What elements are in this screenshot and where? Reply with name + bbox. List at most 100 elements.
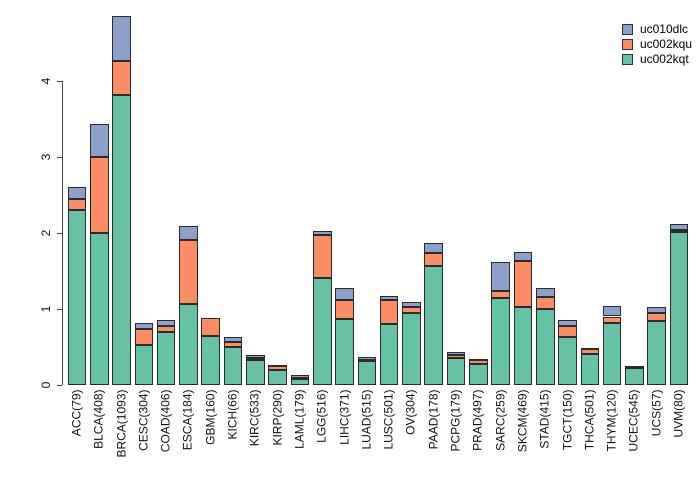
bar-segment-LGG(516)-uc002kqt bbox=[312, 278, 332, 385]
bar-segment-TGCT(150)-uc002kqt bbox=[558, 337, 577, 385]
y-axis-tick bbox=[57, 80, 62, 82]
y-axis-tick bbox=[57, 232, 62, 234]
x-axis-category-label: ACC(79) bbox=[69, 389, 84, 437]
bar-segment-PRAD(497)-uc010dlc bbox=[469, 359, 488, 362]
x-axis-category-label: COAD(406) bbox=[158, 389, 173, 453]
bar-segment-SKCM(469)-uc002kqt bbox=[513, 307, 533, 385]
x-axis-category-label: GBM(160) bbox=[203, 389, 218, 445]
legend: uc010dlc uc002kqu uc002kqt bbox=[621, 22, 692, 67]
bar-segment-OV(304)-uc002kqu bbox=[402, 306, 421, 314]
bar-segment-ESCA(184)-uc002kqt bbox=[179, 304, 198, 385]
x-axis-category-label: PCPG(179) bbox=[448, 389, 463, 452]
bar-segment-BLCA(408)-uc002kqt bbox=[90, 232, 109, 385]
bar-segment-COAD(406)-uc002kqt bbox=[156, 332, 176, 385]
y-axis-tick-label: 3 bbox=[39, 153, 53, 161]
x-axis-category-label: LUSC(501) bbox=[381, 389, 396, 450]
x-axis-category-label: UVM(80) bbox=[671, 389, 686, 438]
bar-segment-STAD(415)-uc010dlc bbox=[535, 287, 555, 297]
bar-segment-PAAD(178)-uc010dlc bbox=[424, 243, 444, 253]
legend-item-uc002kqu: uc002kqu bbox=[621, 37, 692, 51]
bar-segment-BRCA(1093)-uc010dlc bbox=[112, 15, 131, 61]
bar-segment-LAML(179)-uc010dlc bbox=[290, 375, 310, 379]
bar-segment-OV(304)-uc002kqt bbox=[402, 313, 421, 385]
bar-segment-LUSC(501)-uc002kqt bbox=[379, 324, 399, 385]
legend-swatch-icon bbox=[621, 23, 633, 35]
bar-segment-ACC(79)-uc010dlc bbox=[67, 187, 87, 199]
bar-segment-LUAD(515)-uc002kqu bbox=[357, 359, 377, 362]
x-axis-category-label: SKCM(469) bbox=[515, 389, 530, 453]
legend-label: uc002kqt bbox=[639, 52, 689, 66]
y-axis-tick bbox=[57, 385, 62, 386]
bar-segment-UCEC(545)-uc002kqt bbox=[625, 367, 644, 385]
bar-segment-GBM(160)-uc002kqt bbox=[201, 335, 221, 385]
x-axis-category-label: OV(304) bbox=[403, 389, 418, 435]
bar-segment-UVM(80)-uc010dlc bbox=[669, 223, 689, 230]
bar-segment-PCPG(179)-uc010dlc bbox=[446, 352, 466, 356]
bar-segment-STAD(415)-uc002kqu bbox=[535, 296, 555, 309]
bar-segment-SARC(259)-uc010dlc bbox=[491, 262, 510, 291]
x-axis-category-label: THCA(501) bbox=[582, 389, 597, 451]
x-axis-category-label: LUAD(515) bbox=[359, 389, 374, 450]
bar-segment-LGG(516)-uc002kqu bbox=[312, 235, 332, 279]
bar-segment-PCPG(179)-uc002kqu bbox=[446, 355, 466, 359]
x-axis-category-label: PRAD(497) bbox=[470, 389, 485, 451]
legend-label: uc002kqu bbox=[639, 37, 692, 51]
bar-segment-ESCA(184)-uc002kqu bbox=[179, 239, 198, 305]
x-axis-category-label: KIRC(533) bbox=[247, 389, 262, 447]
bar-segment-TGCT(150)-uc002kqu bbox=[558, 325, 577, 338]
y-axis-tick bbox=[57, 308, 62, 310]
x-axis-category-label: SARC(259) bbox=[493, 389, 508, 451]
bar-segment-UVM(80)-uc002kqu bbox=[669, 229, 689, 233]
bar-segment-KICH(66)-uc010dlc bbox=[223, 337, 243, 343]
bar-segment-COAD(406)-uc010dlc bbox=[156, 320, 176, 327]
bar-segment-CESC(304)-uc002kqt bbox=[134, 345, 154, 385]
bar-segment-KIRP(290)-uc002kqt bbox=[268, 369, 287, 385]
bar-segment-SKCM(469)-uc010dlc bbox=[513, 251, 533, 261]
y-axis-tick-label: 0 bbox=[39, 381, 53, 389]
x-axis-category-label: STAD(415) bbox=[537, 389, 552, 449]
bar-segment-BRCA(1093)-uc002kqu bbox=[112, 60, 131, 96]
bar-segment-UVM(80)-uc002kqt bbox=[669, 232, 689, 385]
bar-segment-SKCM(469)-uc002kqu bbox=[513, 260, 533, 308]
x-axis-category-label: PAAD(178) bbox=[426, 389, 441, 450]
x-axis-category-label: KIRP(290) bbox=[270, 389, 285, 446]
bar-segment-UCS(57)-uc002kqt bbox=[647, 321, 666, 385]
x-axis-category-label: THYM(120) bbox=[604, 389, 619, 452]
bar-segment-TGCT(150)-uc010dlc bbox=[558, 319, 577, 326]
bar-segment-LUSC(501)-uc010dlc bbox=[379, 295, 399, 300]
y-axis-tick bbox=[57, 156, 62, 158]
x-axis-category-label: UCS(57) bbox=[649, 389, 664, 437]
bar-segment-LIHC(371)-uc010dlc bbox=[335, 288, 354, 300]
legend-swatch-icon bbox=[621, 53, 633, 65]
y-axis-line bbox=[62, 80, 63, 385]
bar-segment-SARC(259)-uc002kqu bbox=[491, 290, 510, 299]
bar-segment-LUAD(515)-uc002kqt bbox=[357, 361, 377, 385]
legend-swatch-icon bbox=[621, 38, 633, 50]
bar-segment-COAD(406)-uc002kqu bbox=[156, 326, 176, 333]
x-axis-category-label: BLCA(408) bbox=[91, 389, 106, 449]
bar-segment-BLCA(408)-uc010dlc bbox=[90, 123, 109, 157]
x-axis-category-label: LIHC(371) bbox=[337, 389, 352, 445]
bar-segment-LUSC(501)-uc002kqu bbox=[379, 299, 399, 325]
x-axis-category-label: ESCA(184) bbox=[180, 389, 195, 451]
bar-segment-THYM(120)-uc002kqu bbox=[602, 316, 622, 324]
bar-segment-THCA(501)-uc002kqt bbox=[580, 353, 600, 385]
x-axis-category-label: CESC(304) bbox=[136, 389, 151, 451]
x-axis-category-label: KICH(66) bbox=[225, 389, 240, 440]
bar-segment-BLCA(408)-uc002kqu bbox=[90, 156, 109, 233]
bar-segment-LIHC(371)-uc002kqu bbox=[335, 299, 354, 319]
x-axis-category-label: LGG(516) bbox=[314, 389, 329, 443]
bar-segment-BRCA(1093)-uc002kqt bbox=[112, 95, 131, 385]
legend-item-uc002kqt: uc002kqt bbox=[621, 52, 692, 66]
y-axis-tick-label: 4 bbox=[39, 77, 53, 84]
bar-segment-OV(304)-uc010dlc bbox=[402, 302, 421, 307]
x-axis-category-label: BRCA(1093) bbox=[114, 389, 129, 458]
bar-segment-THCA(501)-uc010dlc bbox=[580, 347, 600, 350]
y-axis-tick-label: 2 bbox=[39, 229, 53, 237]
bar-segment-KIRP(290)-uc010dlc bbox=[268, 365, 287, 368]
bar-segment-ACC(79)-uc002kqt bbox=[67, 209, 87, 385]
bar-segment-CESC(304)-uc002kqu bbox=[134, 329, 154, 346]
bar-segment-KIRC(533)-uc002kqt bbox=[246, 359, 265, 385]
bar-segment-PAAD(178)-uc002kqt bbox=[424, 265, 444, 385]
